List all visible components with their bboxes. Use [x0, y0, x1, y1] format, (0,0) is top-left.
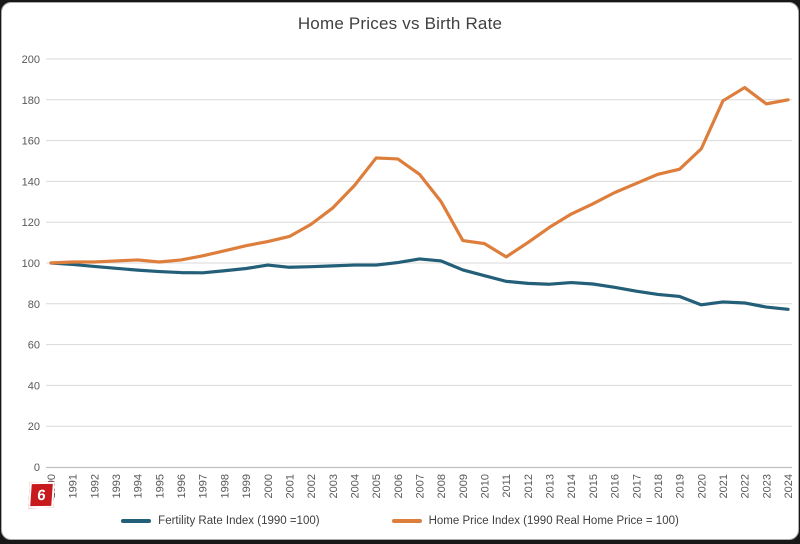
x-tick-label: 2012: [523, 474, 535, 498]
y-tick-label: 100: [22, 258, 40, 270]
x-tick-label: 2023: [761, 474, 773, 498]
fertility-line-swatch: [121, 519, 152, 523]
y-tick-label: 180: [22, 95, 40, 107]
y-tick-label: 160: [22, 136, 40, 148]
plot-area: 0204060801001201401601802001990199119921…: [22, 54, 795, 498]
chart-legend: Fertility Rate Index (1990 =100) Home Pr…: [2, 515, 798, 527]
y-tick-label: 80: [28, 299, 40, 311]
home-price-line-swatch: [391, 519, 422, 523]
x-tick-label: 2005: [371, 474, 383, 498]
y-tick-label: 60: [28, 340, 40, 352]
x-tick-label: 2010: [480, 474, 492, 498]
y-tick-label: 0: [34, 462, 40, 474]
x-tick-label: 1993: [111, 474, 123, 498]
x-tick-label: 2017: [631, 474, 643, 498]
legend-label-home-price: Home Price Index (1990 Real Home Price =…: [428, 515, 679, 527]
legend-item-home-price: Home Price Index (1990 Real Home Price =…: [391, 515, 679, 527]
x-tick-label: 1998: [219, 474, 231, 498]
series-line-fertility: [49, 257, 790, 311]
x-tick-label: 2007: [415, 474, 427, 498]
x-tick-label: 1999: [241, 474, 253, 498]
x-tick-label: 1996: [176, 474, 188, 498]
y-tick-label: 140: [22, 176, 40, 188]
x-tick-label: 2004: [349, 474, 361, 498]
x-tick-label: 2024: [783, 474, 795, 498]
y-tick-label: 20: [28, 421, 40, 433]
y-tick-label: 40: [28, 380, 40, 392]
x-tick-label: 2000: [263, 474, 275, 498]
x-tick-label: 1994: [133, 474, 145, 498]
x-tick-label: 2015: [588, 474, 600, 498]
x-tick-label: 2019: [675, 474, 687, 498]
x-tick-label: 1992: [89, 474, 101, 498]
x-tick-label: 2014: [566, 474, 578, 498]
x-tick-label: 2022: [740, 474, 752, 498]
legend-item-fertility: Fertility Rate Index (1990 =100): [121, 515, 320, 527]
x-tick-label: 2011: [501, 474, 513, 498]
x-tick-label: 1997: [198, 474, 210, 498]
x-tick-label: 2009: [458, 474, 470, 498]
x-tick-label: 1995: [154, 474, 166, 498]
x-tick-label: 2002: [306, 474, 318, 498]
y-tick-label: 120: [22, 217, 40, 229]
x-tick-label: 1991: [68, 474, 80, 498]
y-tick-label: 200: [22, 54, 40, 66]
x-tick-label: 2006: [393, 474, 405, 498]
x-tick-label: 2013: [545, 474, 557, 498]
x-tick-label: 2008: [436, 474, 448, 498]
x-tick-label: 2018: [653, 474, 665, 498]
chart-title: Home Prices vs Birth Rate: [297, 14, 503, 33]
x-tick-label: 2003: [328, 474, 340, 498]
x-tick-label: 2001: [284, 474, 296, 498]
legend-label-fertility: Fertility Rate Index (1990 =100): [158, 515, 320, 527]
annotation-badge-number: 6: [36, 486, 47, 504]
series-line-home-price: [49, 85, 790, 265]
x-tick-label: 2020: [696, 474, 708, 498]
x-tick-label: 2016: [610, 474, 622, 498]
x-tick-label: 2021: [718, 474, 730, 498]
annotation-badge-6: 6: [28, 481, 55, 509]
